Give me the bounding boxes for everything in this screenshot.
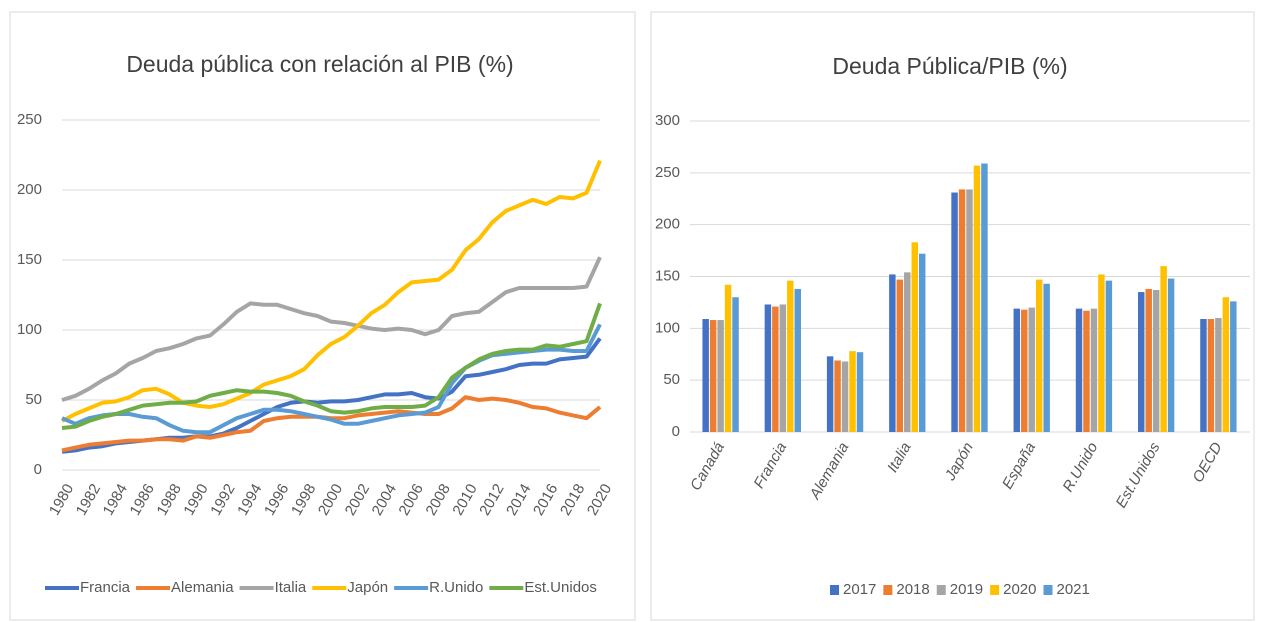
legend-label: 2021 (1057, 581, 1090, 598)
chart-title: Deuda Pública/PIB (%) (832, 53, 1067, 79)
legend-label: Francia (80, 579, 131, 596)
legend-swatch (830, 585, 839, 595)
legend-label: R.Unido (429, 579, 483, 596)
legend-label: Est.Unidos (524, 579, 597, 596)
bar (717, 320, 724, 432)
chart-title: Deuda pública con relación al PIB (%) (126, 51, 513, 77)
bar (1152, 289, 1160, 432)
line-series (61, 256, 602, 402)
y-tick-label: 200 (655, 216, 680, 233)
legend-swatch (883, 585, 893, 595)
legend-swatch (1043, 585, 1053, 595)
y-tick-label: 250 (655, 164, 680, 181)
bar (834, 360, 841, 432)
bar (702, 319, 709, 432)
bar (911, 242, 918, 432)
bar (856, 352, 864, 432)
y-tick-label: 250 (17, 111, 42, 128)
y-tick-label: 150 (17, 251, 42, 268)
bar (1145, 288, 1152, 432)
y-tick-label: 200 (17, 181, 42, 198)
bar (826, 356, 834, 432)
y-tick-label: 300 (655, 112, 680, 129)
bar (1222, 297, 1230, 432)
y-tick-label: 100 (17, 321, 42, 338)
bar (779, 304, 787, 432)
bar (1215, 317, 1222, 432)
y-tick-label: 100 (655, 319, 680, 336)
y-tick-label: 50 (25, 391, 42, 408)
bar (951, 192, 958, 432)
legend-label: 2019 (950, 581, 983, 598)
bar (764, 304, 772, 432)
bar (841, 361, 849, 432)
legend-label: 2020 (1003, 581, 1036, 598)
y-tick-label: 50 (663, 371, 680, 388)
bar (787, 280, 794, 432)
bar (904, 272, 911, 432)
bar (918, 253, 926, 432)
line-series (61, 159, 602, 423)
legend-label: Japón (347, 579, 388, 596)
bar (1075, 308, 1083, 432)
y-tick-label: 0 (672, 423, 680, 440)
bar (1200, 319, 1207, 432)
bar (732, 297, 739, 432)
bar (1013, 308, 1021, 432)
legend-swatch (936, 585, 946, 595)
bar (1098, 274, 1105, 432)
bar (709, 320, 717, 432)
bar (1160, 266, 1167, 432)
bar (772, 306, 779, 432)
legend-swatch (990, 585, 1000, 595)
bar (966, 189, 973, 432)
bar (1230, 301, 1237, 432)
bar (1043, 283, 1050, 432)
bar (958, 189, 966, 432)
bar (1090, 308, 1098, 432)
bar (1105, 280, 1113, 432)
bar (1207, 319, 1215, 432)
bar (1083, 310, 1090, 432)
bar (1167, 278, 1175, 432)
line-series (61, 302, 602, 430)
bar (1138, 292, 1145, 432)
bar (794, 288, 801, 432)
bar (981, 163, 988, 432)
legend-label: Alemania (171, 579, 234, 596)
line-series (61, 323, 602, 435)
legend-label: 2018 (896, 581, 929, 598)
bar (896, 279, 904, 432)
legend-label: 2017 (843, 581, 876, 598)
y-tick-label: 0 (34, 461, 42, 478)
bar (1021, 309, 1028, 432)
bar (889, 274, 896, 432)
bar (849, 351, 856, 432)
bar (724, 284, 732, 432)
y-tick-label: 150 (655, 267, 680, 284)
legend-label: Italia (275, 579, 307, 596)
bar (1028, 307, 1035, 432)
bar (1035, 279, 1043, 432)
bar (973, 165, 981, 432)
